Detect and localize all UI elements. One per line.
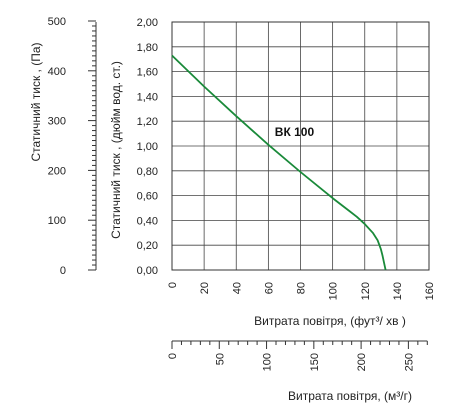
y-secondary-tick-label: 100 — [48, 215, 66, 227]
x-primary-tick-label: 100 — [328, 282, 340, 300]
x-primary-tick-label: 120 — [360, 282, 372, 300]
y-primary-tick-label: 2,00 — [137, 17, 158, 29]
y-secondary-tick-label: 500 — [48, 16, 66, 28]
y-primary-tick-label: 0,20 — [137, 240, 158, 252]
y-secondary-tick-label: 200 — [48, 165, 66, 177]
x-secondary-axis-label: Витрата повітря, (м³/г) — [288, 389, 412, 403]
y-secondary-axis-label: Статичний тиск , (Па) — [29, 42, 43, 161]
x-primary-tick-label: 40 — [231, 282, 243, 294]
x-secondary-tick-label: 250 — [403, 353, 415, 371]
x-primary-axis-label: Витрата повітря, (фут³/ хв ) — [254, 314, 406, 328]
x-secondary-tick-label: 0 — [167, 353, 179, 359]
y-primary-axis-label: Статичний тиск , (дюйм вод. ст.) — [109, 61, 123, 239]
series-line — [171, 54, 387, 271]
y-primary-tick-label: 0,40 — [137, 215, 158, 227]
x-primary-tick-label: 0 — [167, 282, 179, 288]
x-primary-tick-label: 80 — [296, 282, 308, 294]
plot-frame — [171, 21, 430, 271]
y-secondary-tick-label: 0 — [60, 265, 66, 277]
y-primary-tick-label: 1,80 — [137, 42, 158, 54]
ticks-layer: 0,00 0,20 0,40 0,60 0,80 1,00 1,20 1,40 1,60 1,80… — [48, 16, 436, 371]
x-secondary-tick-label: 100 — [262, 353, 274, 371]
x-secondary-tick-label: 150 — [309, 353, 321, 371]
series-layer: ВК 100 — [171, 54, 387, 271]
y-primary-tick-label: 0,80 — [137, 166, 158, 178]
series-label: ВК 100 — [275, 125, 315, 139]
x-primary-tick-label: 60 — [263, 282, 275, 294]
x-secondary-tick-label: 200 — [356, 353, 368, 371]
x-primary-tick-label: 160 — [424, 282, 436, 300]
x-secondary-tick-label: 50 — [214, 353, 226, 365]
x-primary-tick-label: 20 — [199, 282, 211, 294]
y-primary-tick-label: 1,20 — [137, 116, 158, 128]
y-primary-tick-label: 1,00 — [137, 141, 158, 153]
grid — [171, 21, 430, 271]
y-primary-tick-label: 1,60 — [137, 67, 158, 79]
y-secondary-tick-label: 400 — [48, 66, 66, 78]
y-primary-tick-label: 0,00 — [137, 265, 158, 277]
y-primary-tick-label: 0,60 — [137, 191, 158, 203]
x-primary-tick-label: 140 — [392, 282, 404, 300]
y-primary-tick-label: 1,40 — [137, 91, 158, 103]
y-secondary-tick-label: 300 — [48, 116, 66, 128]
